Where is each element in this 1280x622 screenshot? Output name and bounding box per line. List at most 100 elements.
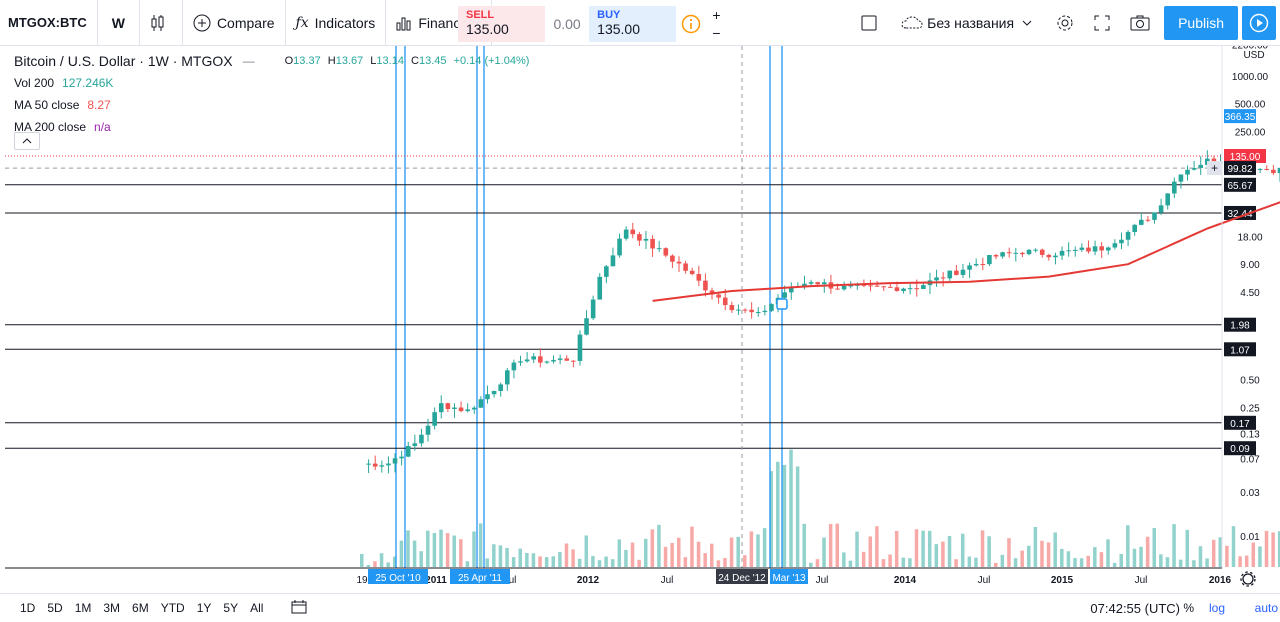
candle xyxy=(604,265,609,284)
range-button-all[interactable]: All xyxy=(250,601,264,615)
sell-button[interactable]: SELL 135.00 xyxy=(458,6,546,42)
candle xyxy=(729,301,735,313)
volume-bar xyxy=(1040,540,1044,567)
time-tick-label: Jul xyxy=(816,575,829,586)
chart-style-button[interactable] xyxy=(140,0,183,46)
drawing-anchor-handle[interactable] xyxy=(776,298,788,310)
horizontal-levels[interactable]: 366.35 65.67 32.44 1.98 1.07 0.17 0.09 xyxy=(5,109,1256,456)
candle xyxy=(921,283,926,290)
volume-bar xyxy=(393,556,397,567)
candle xyxy=(544,360,550,364)
candle xyxy=(1125,230,1131,247)
volume-bar xyxy=(710,543,714,567)
candle xyxy=(379,460,385,473)
percent-scale-toggle[interactable]: % xyxy=(1183,601,1194,615)
price-level[interactable]: 0.09 xyxy=(5,441,1256,456)
legend-ma200-row[interactable]: MA 200 close n/a xyxy=(14,116,529,138)
log-scale-toggle[interactable]: log xyxy=(1208,601,1225,615)
legend-volume-row[interactable]: Vol 200 127.246K xyxy=(14,72,529,94)
range-button-1d[interactable]: 1D xyxy=(20,601,36,615)
settings-button[interactable] xyxy=(1046,0,1084,46)
price-tick-label: 0.13 xyxy=(1240,430,1260,441)
price-chart[interactable]: 366.35 65.67 32.44 1.98 1.07 0.17 0.09 USD 220… xyxy=(0,46,1280,593)
volume-bar xyxy=(894,531,899,567)
volume-bar xyxy=(1218,537,1223,567)
low-value: 13.14 xyxy=(376,55,404,67)
chevron-up-icon xyxy=(22,138,32,144)
volume-bar xyxy=(934,544,939,567)
candle xyxy=(703,273,708,297)
range-button-1y[interactable]: 1Y xyxy=(196,601,212,615)
price-level[interactable]: 366.35 xyxy=(1224,109,1256,124)
range-button-ytd[interactable]: YTD xyxy=(160,601,185,615)
price-level[interactable]: 1.98 xyxy=(5,317,1256,332)
volume-bar xyxy=(868,536,873,567)
volume-bar xyxy=(822,537,826,567)
candles-icon xyxy=(151,14,164,31)
volume-bar xyxy=(1192,560,1196,567)
legend-ma50-row[interactable]: MA 50 close 8.27 xyxy=(14,94,529,116)
bottom-toolbar: 1D 5D 1M 3M 6M YTD 1Y 5Y All 07:42:55 (UTC) % lo… xyxy=(0,593,1280,622)
crosshair-price-label-box: +99.82 xyxy=(1207,161,1256,176)
volume-bar xyxy=(1086,555,1090,567)
candle xyxy=(742,308,748,314)
volume-bar xyxy=(577,558,582,567)
symbol-search-button[interactable]: MTGOX:BTC xyxy=(0,0,98,46)
range-button-5d[interactable]: 5D xyxy=(47,601,63,615)
volume-bar xyxy=(1198,546,1203,567)
snapshot-button[interactable] xyxy=(1120,0,1160,46)
volume-bar xyxy=(630,542,635,567)
fullscreen-button[interactable] xyxy=(1084,0,1120,46)
range-button-6m[interactable]: 6M xyxy=(132,601,149,615)
volume-bar xyxy=(1258,546,1262,567)
price-level[interactable]: 0.17 xyxy=(5,415,1256,430)
volume-bar xyxy=(1185,529,1190,567)
auto-scale-toggle[interactable]: auto xyxy=(1254,601,1278,615)
volume-bar xyxy=(1000,554,1005,567)
axis-settings-button[interactable] xyxy=(1240,571,1256,587)
candle xyxy=(993,253,999,260)
legend-collapse-button[interactable] xyxy=(14,132,40,150)
compare-button[interactable]: Compare xyxy=(183,0,286,46)
chevron-down-icon xyxy=(1022,20,1032,26)
right-toolbar: Без названия Publish xyxy=(851,0,1280,46)
volume-bar xyxy=(1244,555,1249,567)
plus-circle-icon xyxy=(193,14,211,31)
layout-name-button[interactable]: Без названия xyxy=(887,0,1046,46)
range-button-1m[interactable]: 1M xyxy=(74,601,92,615)
indicators-button[interactable]: ƒx Indicators xyxy=(286,0,387,46)
price-level[interactable]: 32.44 xyxy=(5,205,1256,220)
price-tick-label: 0.01 xyxy=(1240,532,1260,543)
candle xyxy=(947,270,953,281)
publish-button[interactable]: Publish xyxy=(1164,6,1238,40)
ideas-stream-button[interactable] xyxy=(1242,6,1276,40)
volume-bar xyxy=(379,553,384,567)
trade-info-button[interactable] xyxy=(676,6,705,42)
candle xyxy=(564,355,570,361)
price-axis[interactable]: USD xyxy=(1221,46,1265,568)
series-menu-icon[interactable]: — xyxy=(242,54,255,68)
toggle-layout-button[interactable] xyxy=(851,0,887,46)
volume-bar xyxy=(927,530,932,567)
volume-bar xyxy=(1271,532,1275,567)
current-price-label-box: 135.00 xyxy=(1224,149,1266,164)
candle xyxy=(808,279,814,286)
volume-bar xyxy=(696,541,701,567)
range-button-5y[interactable]: 5Y xyxy=(223,601,239,615)
minus-icon[interactable]: − xyxy=(712,25,721,41)
candle xyxy=(1006,247,1012,258)
buy-button[interactable]: BUY 135.00 xyxy=(589,6,677,42)
ma200-value: n/a xyxy=(94,120,111,134)
plus-icon[interactable]: + xyxy=(712,7,721,23)
price-level[interactable]: 1.07 xyxy=(5,342,1256,357)
candle xyxy=(656,240,662,252)
price-level[interactable]: 65.67 xyxy=(5,177,1256,192)
quantity-stepper: + − xyxy=(705,6,728,42)
utc-clock[interactable]: 07:42:55 (UTC) xyxy=(1090,600,1180,616)
volume-bar xyxy=(571,549,575,567)
go-to-date-button[interactable] xyxy=(291,599,307,617)
range-button-3m[interactable]: 3M xyxy=(103,601,121,615)
interval-button[interactable]: W xyxy=(98,0,140,46)
add-alert-icon[interactable]: + xyxy=(1211,161,1218,175)
candle xyxy=(1257,168,1263,173)
